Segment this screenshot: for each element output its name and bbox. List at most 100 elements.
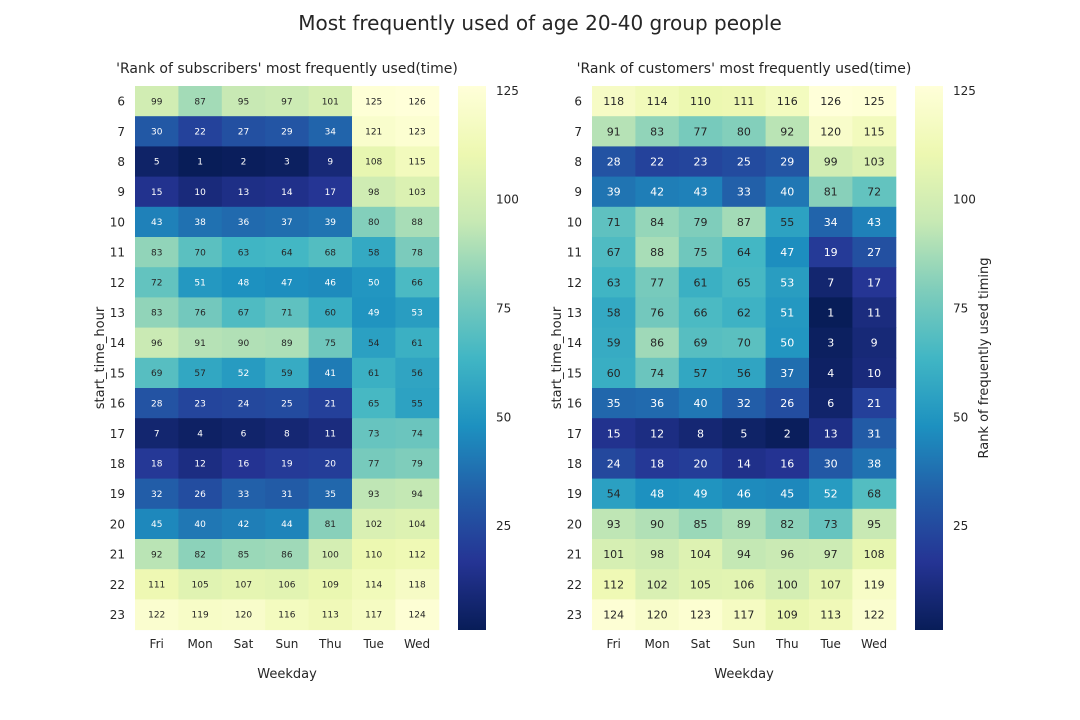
heatmap-cell <box>265 86 310 117</box>
cell-value-label: 60 <box>607 367 621 380</box>
cell-value-label: 71 <box>281 309 292 319</box>
heatmap-cell <box>722 357 767 389</box>
heatmap-cell <box>135 237 179 268</box>
heatmap-cell <box>308 86 353 117</box>
heatmap-cell <box>678 237 723 268</box>
cell-value-label: 42 <box>650 186 664 199</box>
cell-value-label: 11 <box>867 306 881 319</box>
cell-value-label: 62 <box>737 306 751 319</box>
y-axis-label: start_time_hour <box>93 306 108 409</box>
heatmap-cell <box>809 357 853 389</box>
heatmap-cell <box>722 237 767 268</box>
cell-value-label: 74 <box>650 367 664 380</box>
heatmap-cell <box>352 599 396 631</box>
cell-value-label: 59 <box>281 369 293 379</box>
heatmap-cell <box>765 478 810 510</box>
heatmap-cell <box>809 297 853 329</box>
heatmap-cell <box>135 176 179 208</box>
y-tick-label: 10 <box>567 215 582 229</box>
cell-value-label: 38 <box>194 218 206 228</box>
cell-value-label: 94 <box>737 548 751 561</box>
heatmap-cell <box>308 176 353 208</box>
heatmap-cell <box>395 357 440 389</box>
heatmap-cell <box>809 116 853 147</box>
heatmap-cell <box>635 569 680 600</box>
heatmap-cell <box>221 448 266 480</box>
heatmap-cell <box>852 448 897 480</box>
heatmap-cell <box>592 237 636 268</box>
cell-value-label: 55 <box>411 399 422 409</box>
heatmap-cell <box>265 418 310 449</box>
heatmap-cell <box>765 357 810 389</box>
heatmap-cell <box>678 478 723 510</box>
x-tick-label: Wed <box>404 637 430 651</box>
cell-value-label: 8 <box>284 430 290 440</box>
heatmap-cell <box>395 327 440 359</box>
heatmap-cell <box>635 86 680 117</box>
cell-value-label: 93 <box>607 518 621 531</box>
x-tick-label: Mon <box>187 637 212 651</box>
cell-value-label: 47 <box>780 246 794 259</box>
heatmap-cell <box>635 418 680 449</box>
heatmap-cell <box>809 86 853 117</box>
cell-value-label: 48 <box>650 488 664 501</box>
heatmap-cell <box>678 327 723 359</box>
cell-value-label: 41 <box>325 369 336 379</box>
cell-value-label: 103 <box>409 188 426 198</box>
x-tick-label: Wed <box>861 637 887 651</box>
heatmap-cell <box>221 297 266 329</box>
heatmap-cell <box>221 237 266 268</box>
heatmap-cell <box>178 327 223 359</box>
heatmap-cell <box>765 569 810 600</box>
cell-value-label: 18 <box>650 457 664 470</box>
heatmap-cell <box>352 86 396 117</box>
heatmap-cell <box>635 116 680 147</box>
cell-value-label: 81 <box>824 186 838 199</box>
cell-value-label: 125 <box>365 97 382 107</box>
cell-value-label: 10 <box>194 188 206 198</box>
cell-value-label: 39 <box>325 218 337 228</box>
cell-value-label: 72 <box>867 186 881 199</box>
heatmap-cell <box>265 297 310 329</box>
heatmap-cell <box>221 267 266 298</box>
cell-value-label: 38 <box>867 457 881 470</box>
cell-value-label: 53 <box>411 309 422 319</box>
heatmap-cell <box>722 176 767 208</box>
cell-value-label: 56 <box>411 369 423 379</box>
heatmap-cell <box>308 418 353 449</box>
cell-value-label: 82 <box>780 518 794 531</box>
cell-value-label: 75 <box>325 339 336 349</box>
heatmap-cell <box>221 327 266 359</box>
y-tick-label: 12 <box>567 276 582 290</box>
y-tick-label: 9 <box>117 185 125 199</box>
heatmap-cell <box>852 599 897 631</box>
heatmap-cell <box>265 237 310 268</box>
cell-value-label: 54 <box>368 339 380 349</box>
cell-value-label: 23 <box>694 155 708 168</box>
heatmap-cell <box>678 86 723 117</box>
colorbar-tick-label: 25 <box>496 519 511 533</box>
colorbar-tick-label: 75 <box>953 301 968 315</box>
cell-value-label: 2 <box>241 158 247 168</box>
heatmap-cell <box>178 448 223 480</box>
colorbar-tick-label: 50 <box>496 410 511 424</box>
cell-value-label: 7 <box>827 276 834 289</box>
heatmap-cell <box>722 297 767 329</box>
heatmap-cell <box>135 297 179 329</box>
cell-value-label: 67 <box>238 309 249 319</box>
heatmap-cell <box>809 388 853 419</box>
cell-value-label: 118 <box>603 95 624 108</box>
cell-value-label: 4 <box>827 367 834 380</box>
heatmap-cell <box>178 599 223 631</box>
cell-value-label: 82 <box>194 550 205 560</box>
cell-value-label: 40 <box>194 520 206 530</box>
heatmap-cell <box>308 478 353 510</box>
heatmap-cell <box>852 146 897 178</box>
heatmap-cell <box>678 418 723 449</box>
heatmap-cell <box>308 206 353 238</box>
cell-value-label: 70 <box>737 337 751 350</box>
cell-value-label: 75 <box>694 246 708 259</box>
cell-value-label: 12 <box>650 427 664 440</box>
heatmap-cell <box>352 418 396 449</box>
cell-value-label: 120 <box>820 125 841 138</box>
